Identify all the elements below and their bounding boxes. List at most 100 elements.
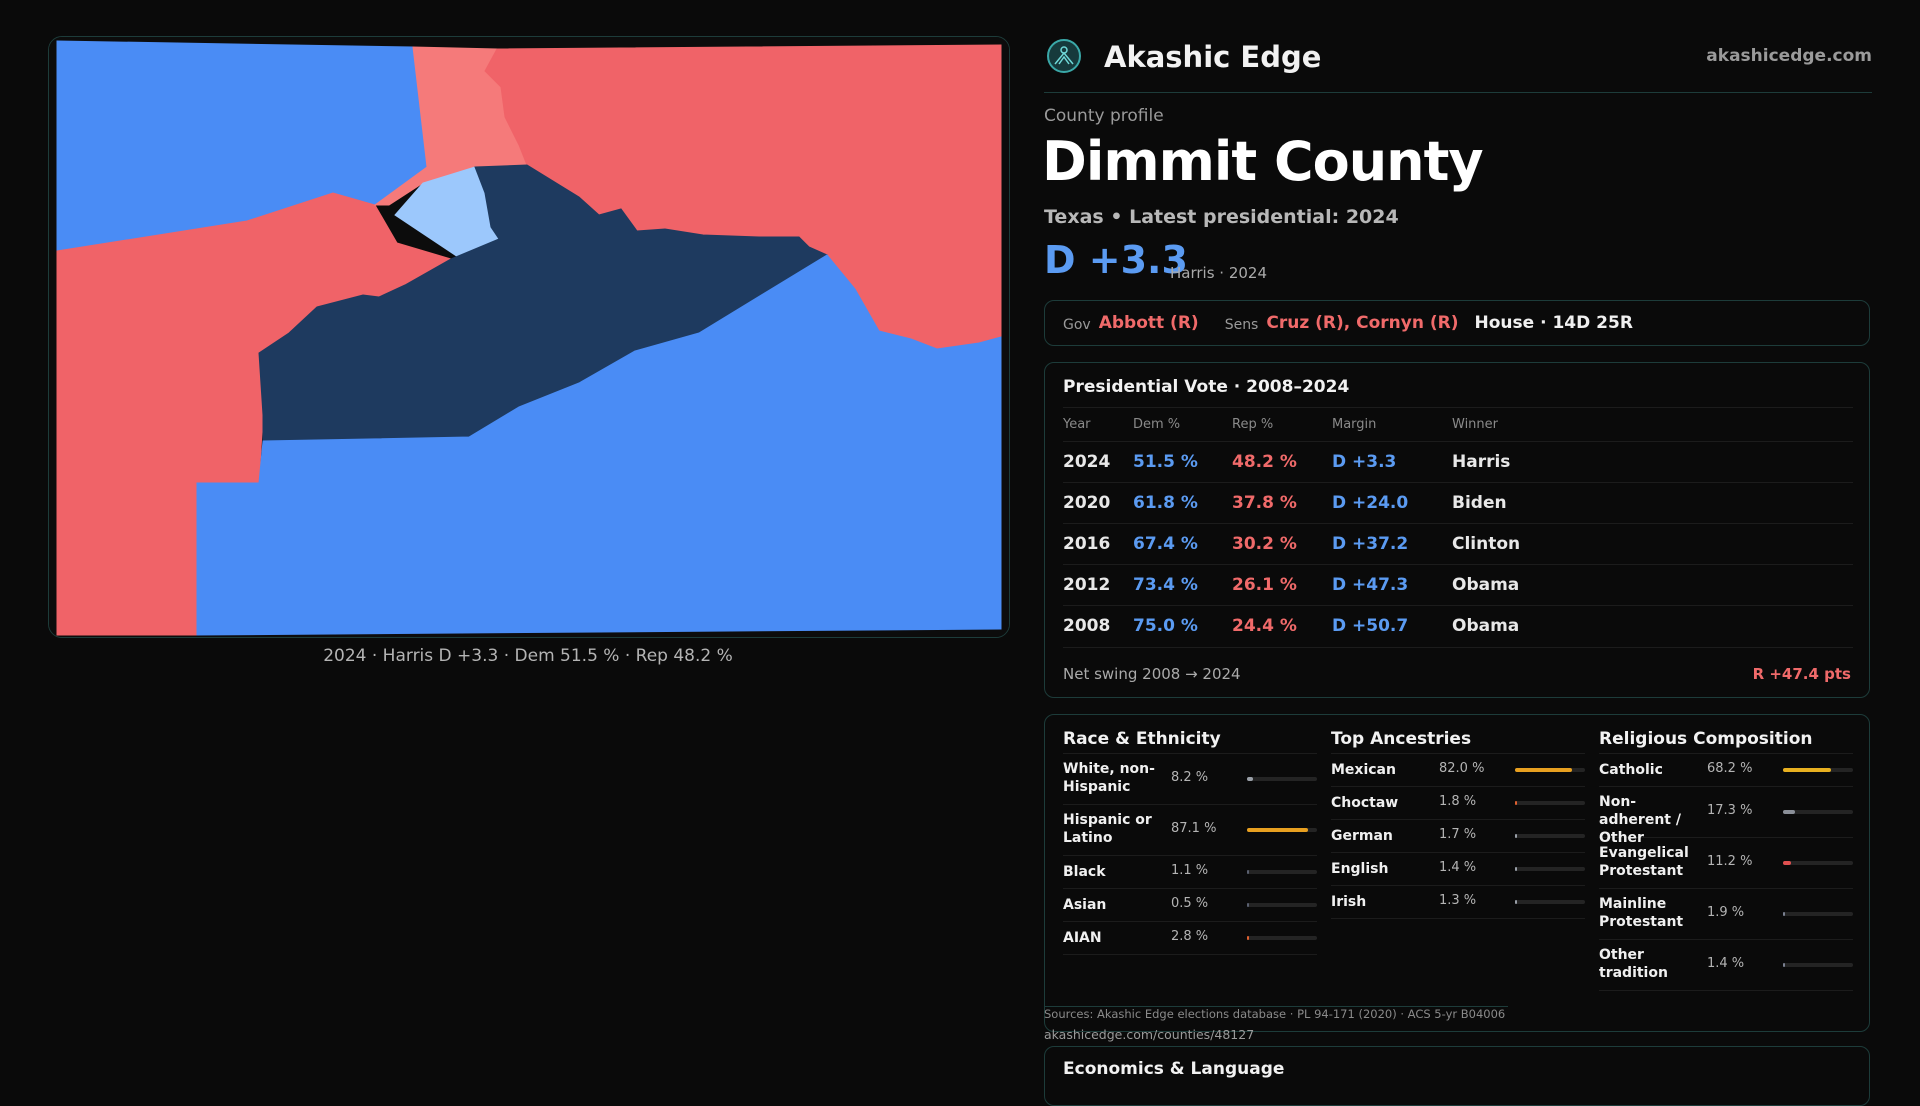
demo-label: English — [1331, 861, 1389, 877]
list-item[interactable]: Choctaw 1.8 % — [1331, 787, 1585, 820]
economics-title: Economics & Language — [1063, 1059, 1285, 1079]
year: 2008 — [1063, 616, 1111, 636]
governor: Abbott (R) — [1098, 313, 1199, 333]
demo-bar-fill — [1247, 828, 1308, 832]
margin: D +3.3 — [1332, 452, 1397, 472]
page-title: Dimmit County — [1042, 130, 1484, 193]
demo-value: 11.2 % — [1707, 854, 1753, 869]
gov-label: Gov — [1063, 317, 1091, 333]
demo-label: AIAN — [1063, 930, 1102, 946]
header-dem: Dem % — [1133, 417, 1181, 432]
demo-label: Mexican — [1331, 762, 1396, 778]
list-item[interactable]: Catholic 68.2 % — [1599, 754, 1853, 787]
demo-bar-fill — [1247, 936, 1249, 940]
demo-value: 8.2 % — [1171, 770, 1209, 785]
demo-value: 87.1 % — [1171, 821, 1217, 836]
list-item[interactable]: Evangelical Protestant 11.2 % — [1599, 838, 1853, 889]
list-item[interactable]: Mainline Protestant 1.9 % — [1599, 889, 1853, 940]
dem-pct: 75.0 % — [1133, 616, 1198, 636]
demo-bar-fill — [1783, 861, 1791, 865]
demo-bar-track — [1247, 777, 1317, 781]
table-row[interactable]: 2020 61.8 % 37.8 % D +24.0 Biden — [1063, 482, 1853, 524]
demo-bar-fill — [1783, 810, 1796, 814]
header-rep: Rep % — [1232, 417, 1274, 432]
header: Akashic Edge akashicedge.com — [1044, 34, 1872, 93]
dem-pct: 61.8 % — [1133, 493, 1198, 513]
margin: D +24.0 — [1332, 493, 1409, 513]
list-item[interactable]: Asian 0.5 % — [1063, 889, 1317, 922]
list-item[interactable]: German 1.7 % — [1331, 820, 1585, 853]
precinct-south[interactable] — [196, 254, 1002, 636]
table-row[interactable]: 2008 75.0 % 24.4 % D +50.7 Obama — [1063, 605, 1853, 648]
county-subtitle: Texas • Latest presidential: 2024 — [1044, 206, 1399, 228]
table-row[interactable]: 2016 67.4 % 30.2 % D +37.2 Clinton — [1063, 523, 1853, 565]
demo-bar-fill — [1783, 912, 1785, 916]
demo-bar-track — [1783, 912, 1853, 916]
list-item[interactable]: Hispanic or Latino 87.1 % — [1063, 805, 1317, 856]
county-map[interactable] — [48, 36, 1010, 638]
demo-label: Non-adherent / Other — [1599, 794, 1681, 846]
rep-pct: 26.1 % — [1232, 575, 1297, 595]
demo-label: Hispanic or Latino — [1063, 812, 1152, 846]
demo-bar-track — [1247, 936, 1317, 940]
demo-value: 17.3 % — [1707, 803, 1753, 818]
list-item[interactable]: Black 1.1 % — [1063, 856, 1317, 889]
ancestry-title: Top Ancestries — [1331, 729, 1585, 754]
demo-bar-track — [1247, 828, 1317, 832]
net-swing-value: R +47.4 pts — [1752, 665, 1851, 683]
demo-bar-fill — [1515, 834, 1517, 838]
list-item[interactable]: Irish 1.3 % — [1331, 886, 1585, 919]
demo-value: 1.8 % — [1439, 794, 1477, 809]
demo-label: German — [1331, 828, 1393, 844]
demographics-panel: Race & Ethnicity White, non-Hispanic 8.2 … — [1044, 714, 1870, 1032]
winner: Obama — [1452, 616, 1520, 636]
year: 2012 — [1063, 575, 1111, 595]
header-winner: Winner — [1452, 417, 1499, 432]
list-item[interactable]: Other tradition 1.4 % — [1599, 940, 1853, 991]
winner: Biden — [1452, 493, 1507, 513]
table-header-row: Year Dem % Rep % Margin Winner — [1063, 407, 1853, 442]
precinct-map-svg[interactable] — [49, 37, 1009, 637]
demo-bar-fill — [1783, 768, 1831, 772]
demo-value: 1.3 % — [1439, 893, 1477, 908]
ancestry-column: Top Ancestries Mexican 82.0 % Choctaw 1.8 %… — [1331, 729, 1585, 919]
list-item[interactable]: White, non-Hispanic 8.2 % — [1063, 754, 1317, 805]
dem-pct: 51.5 % — [1133, 452, 1198, 472]
demo-bar-fill — [1515, 801, 1517, 805]
demo-bar-track — [1515, 801, 1585, 805]
demo-bar-fill — [1783, 963, 1785, 967]
map-caption: 2024 · Harris D +3.3 · Dem 51.5 % · Rep … — [323, 646, 733, 666]
site-link[interactable]: akashicedge.com — [1706, 46, 1872, 66]
winner: Clinton — [1452, 534, 1521, 554]
demo-bar-track — [1247, 870, 1317, 874]
demo-label: Evangelical Protestant — [1599, 845, 1689, 879]
source-url[interactable]: akashicedge.com/counties/48127 — [1044, 1027, 1255, 1042]
senators-label: Sens — [1224, 317, 1259, 333]
latest-margin-note: Harris · 2024 — [1170, 264, 1268, 282]
header-margin: Margin — [1332, 417, 1377, 432]
demo-bar-fill — [1247, 870, 1249, 874]
year: 2020 — [1063, 493, 1111, 513]
list-item[interactable]: AIAN 2.8 % — [1063, 922, 1317, 955]
sources-note: Sources: Akashic Edge elections database… — [1044, 1006, 1508, 1021]
economics-panel: Economics & Language — [1044, 1046, 1870, 1106]
demo-bar-track — [1515, 768, 1585, 772]
demo-label: Asian — [1063, 897, 1107, 913]
demo-bar-track — [1783, 861, 1853, 865]
demo-label: Black — [1063, 864, 1106, 880]
demo-bar-fill — [1247, 777, 1253, 781]
demo-bar-track — [1515, 867, 1585, 871]
margin: D +50.7 — [1332, 616, 1409, 636]
religion-title: Religious Composition — [1599, 729, 1853, 754]
demo-label: Other tradition — [1599, 947, 1668, 981]
table-row[interactable]: 2024 51.5 % 48.2 % D +3.3 Harris — [1063, 441, 1853, 483]
list-item[interactable]: English 1.4 % — [1331, 853, 1585, 886]
race-title: Race & Ethnicity — [1063, 729, 1317, 754]
demo-value: 1.1 % — [1171, 863, 1209, 878]
rep-pct: 24.4 % — [1232, 616, 1297, 636]
margin: D +47.3 — [1332, 575, 1409, 595]
table-row[interactable]: 2012 73.4 % 26.1 % D +47.3 Obama — [1063, 564, 1853, 606]
list-item[interactable]: Mexican 82.0 % — [1331, 754, 1585, 787]
demo-label: Mainline Protestant — [1599, 896, 1684, 930]
list-item[interactable]: Non-adherent / Other 17.3 % — [1599, 787, 1853, 846]
